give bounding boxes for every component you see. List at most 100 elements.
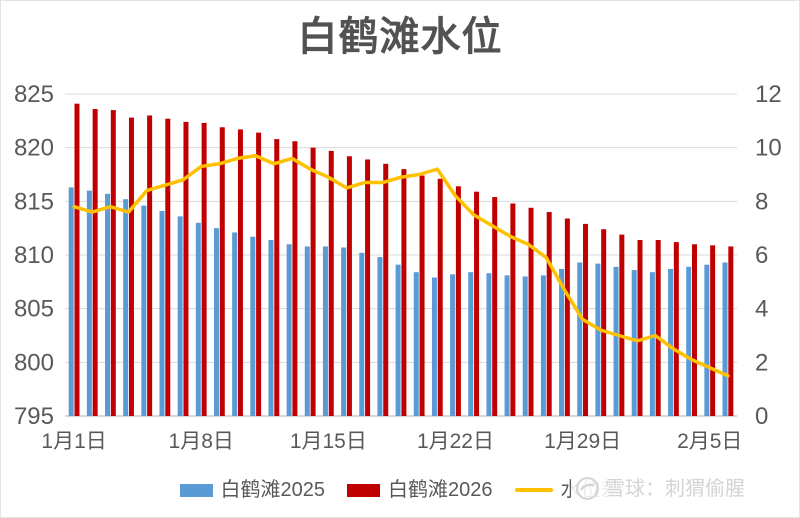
bar	[510, 203, 516, 416]
bar	[528, 207, 534, 416]
bar	[486, 273, 492, 416]
bar	[710, 245, 716, 416]
legend-item-0: 白鹤滩2025	[179, 479, 326, 501]
bar	[395, 264, 401, 416]
bar	[256, 132, 262, 416]
svg-text:4: 4	[755, 296, 768, 323]
bar	[522, 276, 528, 416]
bar	[450, 274, 456, 416]
bar	[310, 147, 316, 416]
bar	[577, 262, 583, 416]
bar	[601, 229, 607, 416]
bar	[631, 270, 637, 416]
bar	[468, 272, 474, 416]
bar	[268, 239, 274, 416]
bar	[504, 275, 510, 416]
bar	[292, 141, 298, 416]
bar	[195, 222, 201, 416]
bar	[595, 263, 601, 416]
svg-text:1月8日: 1月8日	[169, 430, 234, 453]
legend-line-swatch-2	[514, 488, 553, 492]
bar	[328, 150, 334, 417]
bar	[564, 218, 570, 416]
gridlines	[65, 93, 737, 417]
svg-text:805: 805	[14, 296, 54, 323]
svg-text:800: 800	[14, 349, 54, 376]
bar	[401, 169, 407, 416]
bar	[232, 232, 238, 416]
bar	[237, 129, 243, 417]
bar	[123, 199, 129, 416]
watermark: 雪球：刺猬偷腥	[571, 474, 745, 503]
xueqiu-logo-icon	[576, 477, 599, 500]
svg-text:795: 795	[14, 403, 54, 430]
legend-label-0: 白鹤滩2025	[220, 479, 326, 501]
bar	[540, 275, 546, 416]
svg-text:6: 6	[755, 242, 768, 269]
bar	[346, 156, 352, 416]
svg-text:1月15日: 1月15日	[290, 430, 367, 453]
bar	[165, 118, 171, 416]
bar	[141, 205, 147, 416]
bar	[722, 262, 728, 416]
left-axis-labels: 825 820 815 810 805 800 795	[14, 81, 54, 430]
svg-text:810: 810	[14, 242, 54, 269]
bar	[110, 110, 116, 416]
bar	[559, 268, 565, 416]
legend-item-1: 白鹤滩2026	[347, 480, 493, 500]
bar	[728, 246, 734, 416]
bar	[637, 239, 643, 416]
svg-text:825: 825	[14, 81, 54, 108]
svg-text:8: 8	[755, 188, 768, 215]
svg-text:1月22日: 1月22日	[417, 430, 494, 453]
legend-bar-swatch-1	[347, 483, 380, 497]
svg-text:10: 10	[755, 135, 782, 162]
bar	[219, 127, 225, 417]
bar	[437, 178, 443, 416]
bar	[177, 216, 183, 416]
bar	[613, 266, 619, 416]
bar	[86, 190, 92, 416]
bar	[704, 264, 710, 416]
line-series	[72, 153, 730, 378]
bar	[68, 187, 74, 416]
bar	[655, 239, 661, 416]
svg-text:1月29日: 1月29日	[544, 430, 621, 453]
x-axis-labels: 1月1日 1月8日 1月15日 1月22日 1月29日 2月5日	[41, 430, 742, 453]
bar	[304, 246, 310, 416]
svg-text:2月5日: 2月5日	[677, 430, 742, 453]
bar	[341, 247, 347, 416]
bar	[377, 257, 383, 416]
bar	[92, 109, 98, 416]
bar	[455, 186, 461, 416]
bar-series-0	[68, 187, 728, 416]
bar	[431, 277, 437, 416]
watermark-text: 雪球：刺猬偷腥	[605, 477, 745, 500]
bar	[668, 268, 674, 416]
bar	[673, 242, 679, 416]
bar	[74, 103, 80, 416]
bar	[413, 272, 419, 416]
legend-label-1: 白鹤滩2026	[388, 479, 493, 501]
bar	[649, 272, 655, 416]
bar	[105, 193, 111, 416]
bar	[286, 244, 292, 416]
bar	[213, 228, 219, 416]
bar	[383, 163, 389, 416]
svg-text:2: 2	[755, 349, 768, 376]
chart-title: 白鹤滩水位	[297, 14, 503, 59]
bar	[686, 266, 692, 416]
bar	[546, 212, 552, 416]
bar	[322, 246, 328, 416]
bar	[619, 234, 625, 416]
bar	[691, 244, 697, 416]
svg-text:12: 12	[755, 81, 782, 108]
bar	[128, 117, 134, 416]
svg-text:820: 820	[14, 135, 54, 162]
bar	[147, 115, 153, 416]
bar	[183, 121, 189, 416]
bar	[201, 122, 207, 416]
bar	[359, 252, 365, 416]
right-axis-labels: 12 10 8 6 4 2 0	[755, 81, 782, 430]
